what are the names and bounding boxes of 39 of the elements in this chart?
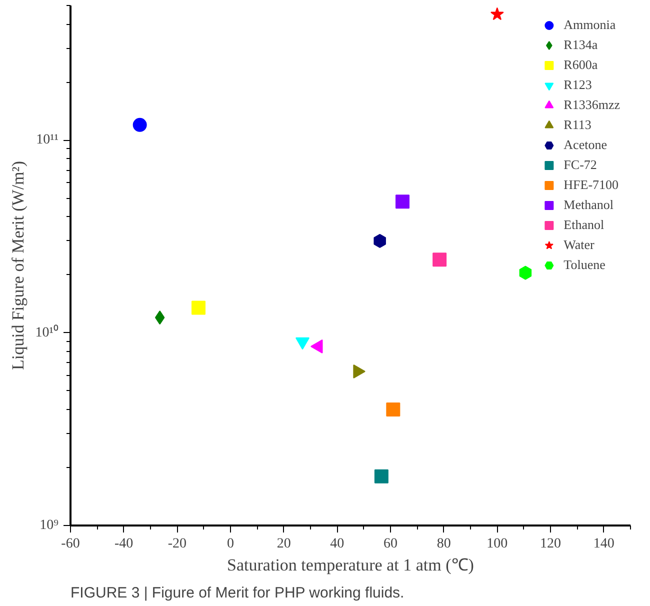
point bbox=[374, 234, 386, 248]
caption: FIGURE 3 | Figure of Merit for PHP working fluids. bbox=[70, 584, 404, 602]
legend-label: FC-72 bbox=[564, 157, 597, 173]
legend-label: R1336mzz bbox=[564, 97, 620, 113]
x-tick-label: 20 bbox=[276, 536, 291, 552]
point bbox=[396, 194, 410, 209]
x-tick-label: 100 bbox=[486, 536, 508, 552]
x-tick-label: -20 bbox=[168, 536, 187, 552]
point bbox=[519, 266, 532, 280]
y-tick-label: 10⁹ bbox=[40, 518, 59, 533]
x-tick-label: 0 bbox=[227, 536, 234, 552]
legend-label: Toluene bbox=[564, 257, 606, 273]
y-tick-label: 10¹¹ bbox=[36, 132, 59, 148]
y-tick-label: 10¹⁰ bbox=[35, 324, 59, 340]
x-tick-label: 40 bbox=[330, 536, 344, 552]
legend-label: R123 bbox=[564, 77, 592, 93]
legend-label: Acetone bbox=[564, 137, 607, 153]
legend-label: R113 bbox=[564, 117, 592, 133]
point bbox=[374, 469, 388, 484]
x-tick-label: 60 bbox=[384, 536, 398, 552]
y-axis-title: Liquid Figure of Merit (W/m²) bbox=[8, 160, 28, 370]
legend-label: Water bbox=[564, 237, 594, 253]
legend-label: R134a bbox=[564, 37, 598, 53]
point bbox=[132, 118, 147, 132]
legend-label: Ethanol bbox=[564, 217, 604, 233]
x-tick-label: 140 bbox=[593, 536, 614, 552]
legend-label: HFE-7100 bbox=[564, 177, 619, 193]
point bbox=[386, 402, 400, 417]
legend-label: R600a bbox=[564, 57, 598, 73]
legend-label: Methanol bbox=[564, 197, 614, 213]
x-axis-title: Saturation temperature at 1 atm (℃) bbox=[227, 556, 474, 574]
x-tick-label: -40 bbox=[114, 536, 134, 552]
legend-label: Ammonia bbox=[564, 17, 616, 33]
point bbox=[490, 7, 504, 20]
x-tick-label: 80 bbox=[436, 536, 451, 552]
point bbox=[432, 252, 447, 267]
x-tick-label: 120 bbox=[540, 536, 561, 552]
x-tick-label: -60 bbox=[61, 536, 80, 552]
point bbox=[192, 300, 206, 315]
